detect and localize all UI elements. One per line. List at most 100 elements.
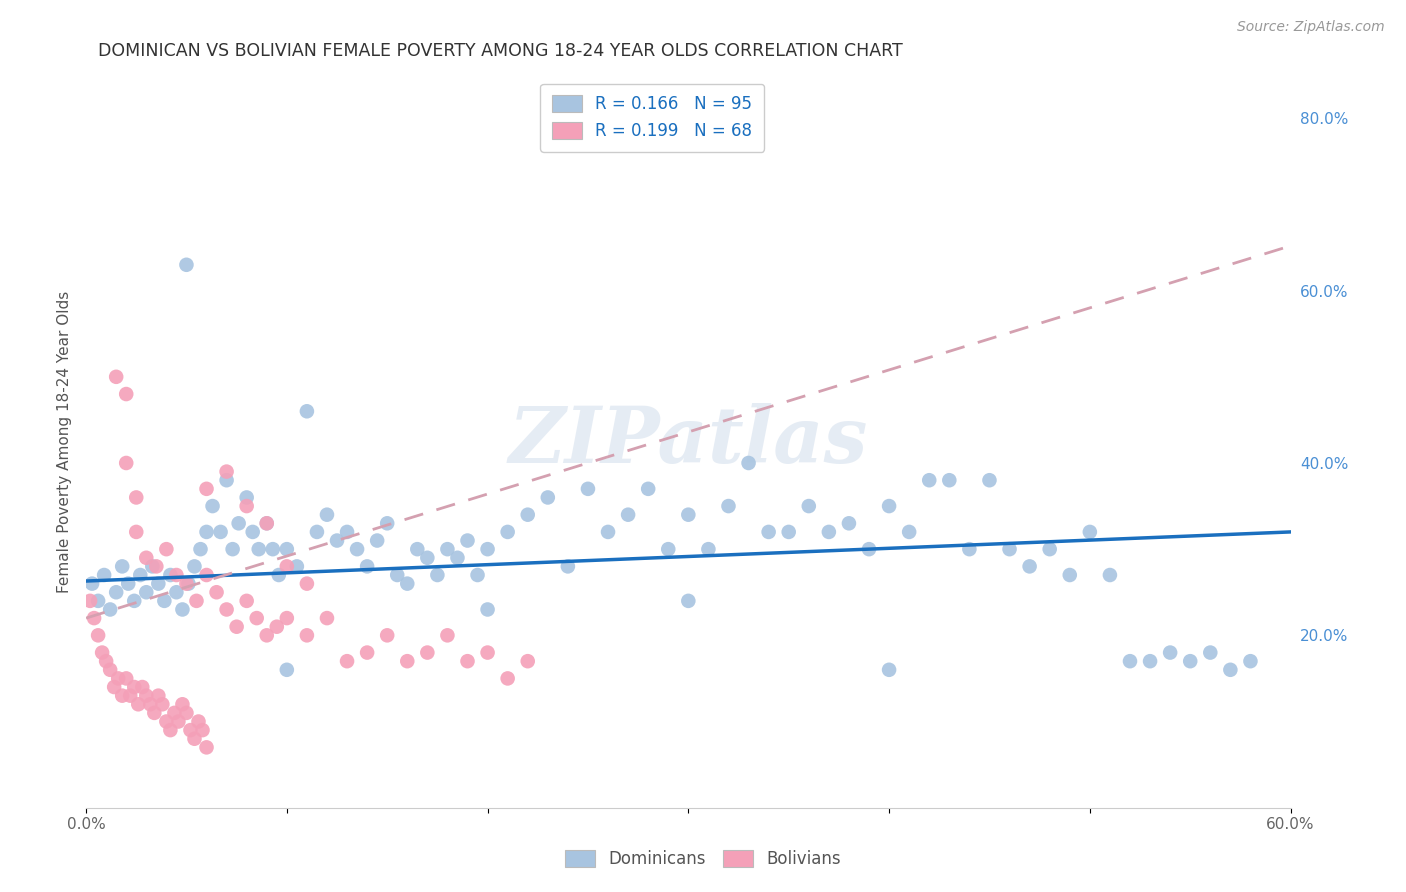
Point <box>918 473 941 487</box>
Point <box>295 404 318 418</box>
Point <box>366 533 388 548</box>
Point <box>436 542 458 557</box>
Point <box>129 568 152 582</box>
Point <box>155 714 177 729</box>
Point <box>209 524 232 539</box>
Point <box>316 508 339 522</box>
Point <box>467 568 489 582</box>
Point <box>717 499 740 513</box>
Point <box>305 524 328 539</box>
Point <box>242 524 264 539</box>
Point <box>262 542 284 557</box>
Point <box>195 568 218 582</box>
Point <box>143 706 166 720</box>
Point <box>186 594 208 608</box>
Point <box>165 585 187 599</box>
Point <box>737 456 759 470</box>
Point <box>111 689 134 703</box>
Point <box>295 576 318 591</box>
Point <box>235 499 257 513</box>
Point <box>167 714 190 729</box>
Point <box>87 628 110 642</box>
Point <box>111 559 134 574</box>
Point <box>336 654 359 668</box>
Text: ZIPatlas: ZIPatlas <box>509 403 868 480</box>
Point <box>246 611 269 625</box>
Point <box>457 533 479 548</box>
Point <box>103 680 125 694</box>
Point <box>375 516 398 531</box>
Point <box>190 542 212 557</box>
Point <box>176 706 198 720</box>
Point <box>477 646 499 660</box>
Point <box>316 611 339 625</box>
Point <box>938 473 960 487</box>
Point <box>416 550 439 565</box>
Point <box>1219 663 1241 677</box>
Text: Source: ZipAtlas.com: Source: ZipAtlas.com <box>1237 20 1385 34</box>
Point <box>93 568 115 582</box>
Point <box>276 663 298 677</box>
Point <box>221 542 243 557</box>
Point <box>267 568 290 582</box>
Point <box>172 602 194 616</box>
Point <box>1119 654 1142 668</box>
Point <box>1239 654 1261 668</box>
Point <box>416 646 439 660</box>
Point <box>979 473 1001 487</box>
Point <box>215 473 238 487</box>
Point <box>758 524 780 539</box>
Point <box>201 499 224 513</box>
Point <box>256 516 278 531</box>
Point <box>125 491 148 505</box>
Point <box>235 594 257 608</box>
Point <box>516 508 538 522</box>
Point <box>148 689 170 703</box>
Point <box>98 663 121 677</box>
Point <box>596 524 619 539</box>
Point <box>457 654 479 668</box>
Point <box>176 576 198 591</box>
Point <box>326 533 349 548</box>
Point <box>256 516 278 531</box>
Point <box>877 499 900 513</box>
Point <box>838 516 860 531</box>
Point <box>117 576 139 591</box>
Point <box>426 568 449 582</box>
Point <box>183 559 205 574</box>
Point <box>87 594 110 608</box>
Point <box>276 559 298 574</box>
Point <box>195 524 218 539</box>
Point <box>145 559 167 574</box>
Point <box>177 576 200 591</box>
Point <box>295 628 318 642</box>
Point <box>150 698 173 712</box>
Point <box>1018 559 1040 574</box>
Point <box>877 663 900 677</box>
Point <box>205 585 228 599</box>
Point <box>406 542 429 557</box>
Point <box>122 680 145 694</box>
Point <box>346 542 368 557</box>
Point <box>375 628 398 642</box>
Point <box>135 585 157 599</box>
Point <box>79 594 101 608</box>
Point <box>1199 646 1222 660</box>
Point <box>998 542 1021 557</box>
Point <box>139 698 162 712</box>
Point <box>163 706 186 720</box>
Point <box>1139 654 1161 668</box>
Point <box>858 542 880 557</box>
Point <box>172 698 194 712</box>
Point <box>131 680 153 694</box>
Point <box>396 654 419 668</box>
Point <box>195 740 218 755</box>
Point <box>107 672 129 686</box>
Point <box>155 542 177 557</box>
Legend: Dominicans, Bolivians: Dominicans, Bolivians <box>558 843 848 875</box>
Point <box>120 689 142 703</box>
Point <box>657 542 679 557</box>
Point <box>228 516 250 531</box>
Point <box>195 482 218 496</box>
Point <box>336 524 359 539</box>
